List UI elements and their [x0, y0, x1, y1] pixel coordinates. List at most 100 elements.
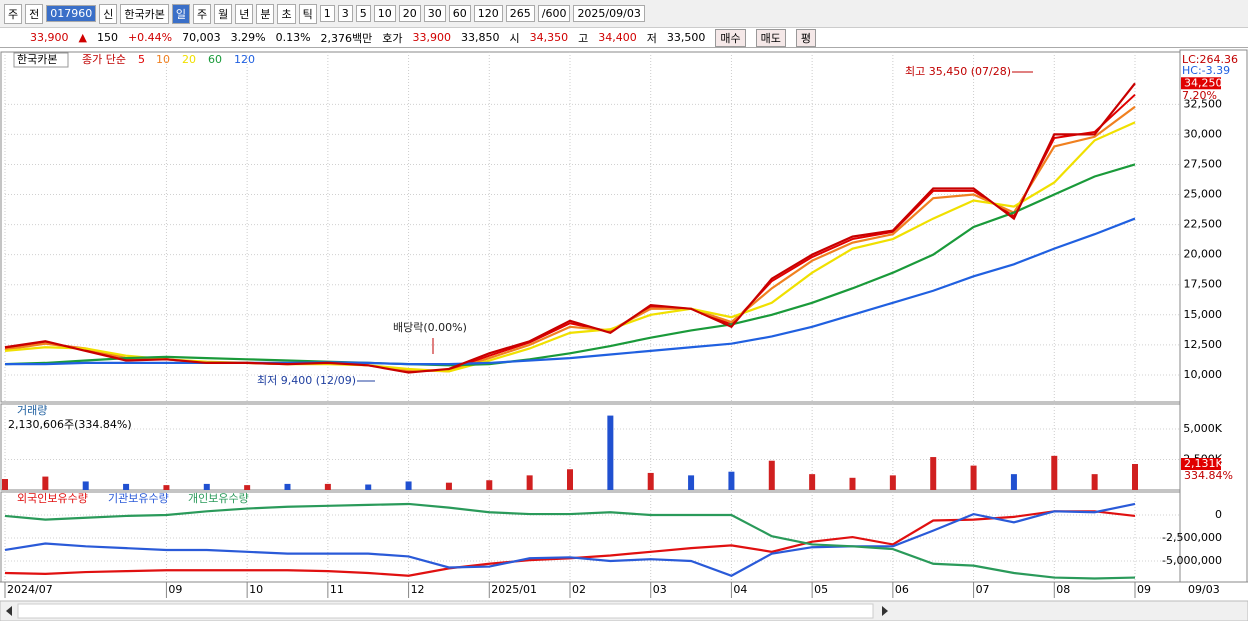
scroll-right — [882, 606, 888, 616]
quote-bar: 33,900 ▲ 150 +0.44% 70,003 3.29% 0.13% 2,376백만 호… — [0, 28, 1248, 48]
legend-label: 종가 단순 — [82, 53, 126, 66]
quote-field: 3.29% — [230, 31, 266, 44]
pane-subtitle: 2,130,606주(334.84%) — [8, 418, 132, 431]
volume-bar — [203, 483, 210, 490]
x-tick-label: 10 — [249, 583, 263, 596]
quote-field: 33,900 — [412, 31, 452, 44]
volume-bar — [809, 474, 816, 490]
pane-frame — [0, 403, 1181, 491]
toolbar-item[interactable]: 틱 — [298, 3, 317, 24]
volume-bar — [1091, 474, 1098, 490]
scroll-left — [6, 606, 12, 616]
volume-bar — [42, 476, 49, 490]
quote-field: 0.13% — [275, 31, 311, 44]
y-tick-label: 30,000 — [1184, 127, 1223, 140]
toolbar-item[interactable]: 한국카본 — [120, 3, 169, 24]
toolbar-item[interactable]: /600 — [537, 5, 571, 22]
toolbar-item[interactable]: 주 — [192, 3, 212, 24]
y-tick-label: 22,500 — [1184, 218, 1223, 231]
legend-entry: 기관보유수량 — [108, 492, 169, 505]
quote-field: 34,350 — [529, 31, 569, 44]
quote-field: 2,376백만 — [320, 31, 373, 45]
toolbar-item[interactable]: 2025/09/03 — [573, 5, 645, 22]
side-label: 7.20% — [1182, 89, 1217, 102]
x-tick-label: 04 — [733, 583, 747, 596]
y-tick-label: 12,500 — [1184, 338, 1223, 351]
toolbar-item[interactable]: 초 — [277, 3, 296, 24]
side-label: HC:-3.39 — [1182, 64, 1230, 77]
x-tick-label: 09 — [1137, 583, 1151, 596]
toolbar-item[interactable]: 30 — [423, 5, 446, 22]
quote-field: 고 — [578, 31, 589, 45]
annotation: 최저 9,400 (12/09) — [257, 374, 356, 387]
x-tick-label: 05 — [814, 583, 828, 596]
last-volume-box — [1181, 458, 1221, 471]
toolbar-item[interactable]: 분 — [256, 3, 275, 24]
toolbar-item[interactable]: 월 — [214, 3, 233, 24]
quote-field: 호가 — [382, 31, 403, 45]
toolbar-item[interactable]: 265 — [505, 5, 535, 22]
quote-button[interactable]: 평 — [795, 28, 817, 47]
x-tick-label: 06 — [895, 583, 909, 596]
x-tick-label: 11 — [330, 583, 344, 596]
series-line — [4, 121, 1136, 373]
toolbar-item[interactable]: 60 — [448, 5, 471, 22]
toolbar-item[interactable]: 주 — [4, 3, 23, 24]
volume-bar — [607, 415, 614, 490]
side-label: LC:264.36 — [1182, 53, 1238, 66]
toolbar-item[interactable]: 5 — [355, 5, 371, 22]
y-tick-label: 27,500 — [1184, 157, 1223, 170]
last-value-box — [1181, 77, 1221, 90]
toolbar-item[interactable]: 120 — [473, 5, 503, 22]
y-tick-label: 25,000 — [1184, 188, 1223, 201]
toolbar-item[interactable]: 신 — [99, 3, 118, 24]
annotation: 최고 35,450 (07/28) — [905, 65, 1011, 78]
legend-entry: 5 — [138, 53, 145, 66]
quote-field: 33,500 — [666, 31, 706, 44]
toolbar-item[interactable]: 1 — [319, 5, 335, 22]
quote-field: 저 — [646, 31, 657, 45]
volume-bar — [2, 479, 8, 490]
y-tick-label: 20,000 — [1184, 248, 1223, 261]
quote-button[interactable]: 매수 — [715, 28, 746, 47]
legend-entry: 개인보유수량 — [188, 492, 249, 505]
volume-bar — [1051, 455, 1058, 490]
x-tick-label: 12 — [411, 583, 425, 596]
x-tick-label: 2025/01 — [491, 583, 537, 596]
x-tick-label: 03 — [653, 583, 667, 596]
toolbar-item[interactable]: 년 — [235, 3, 254, 24]
quote-field: 70,003 — [182, 31, 221, 44]
legend-entry: 120 — [234, 53, 255, 66]
quote-field: 33,850 — [461, 31, 500, 44]
volume-bar — [526, 475, 533, 490]
toolbar-item[interactable]: 전 — [25, 3, 44, 24]
toolbar-item[interactable]: 20 — [398, 5, 421, 22]
volume-bar — [970, 465, 977, 490]
scroll-track — [17, 603, 874, 619]
toolbar-item[interactable]: 일 — [171, 3, 190, 24]
quote-button[interactable]: 매도 — [755, 28, 786, 47]
legend-entry: 외국인보유수량 — [17, 492, 88, 505]
toolbar-item[interactable]: 10 — [373, 5, 396, 22]
legend-title: 한국카본 — [17, 53, 57, 66]
volume-bar — [244, 485, 251, 490]
legend-box — [13, 52, 69, 68]
toolbar-item[interactable]: 017960 — [46, 5, 97, 22]
volume-bar — [930, 457, 937, 490]
series-line — [4, 163, 1136, 367]
y-tick-label: -5,000,000 — [1162, 554, 1222, 567]
toolbar-item[interactable]: 3 — [337, 5, 353, 22]
legend-entry: 20 — [182, 53, 196, 66]
quote-field: ▲ — [78, 31, 87, 44]
x-tick-label: 08 — [1056, 583, 1070, 596]
quote-field: 33,900 — [30, 31, 69, 44]
legend-entry: 10 — [156, 53, 170, 66]
volume-bar — [728, 471, 735, 490]
x-tick-label: 09 — [168, 583, 182, 596]
series-line — [5, 217, 1136, 366]
volume-bar — [365, 484, 372, 490]
volume-bar — [123, 483, 130, 490]
series-line — [4, 82, 1136, 374]
volume-bar — [486, 480, 493, 490]
